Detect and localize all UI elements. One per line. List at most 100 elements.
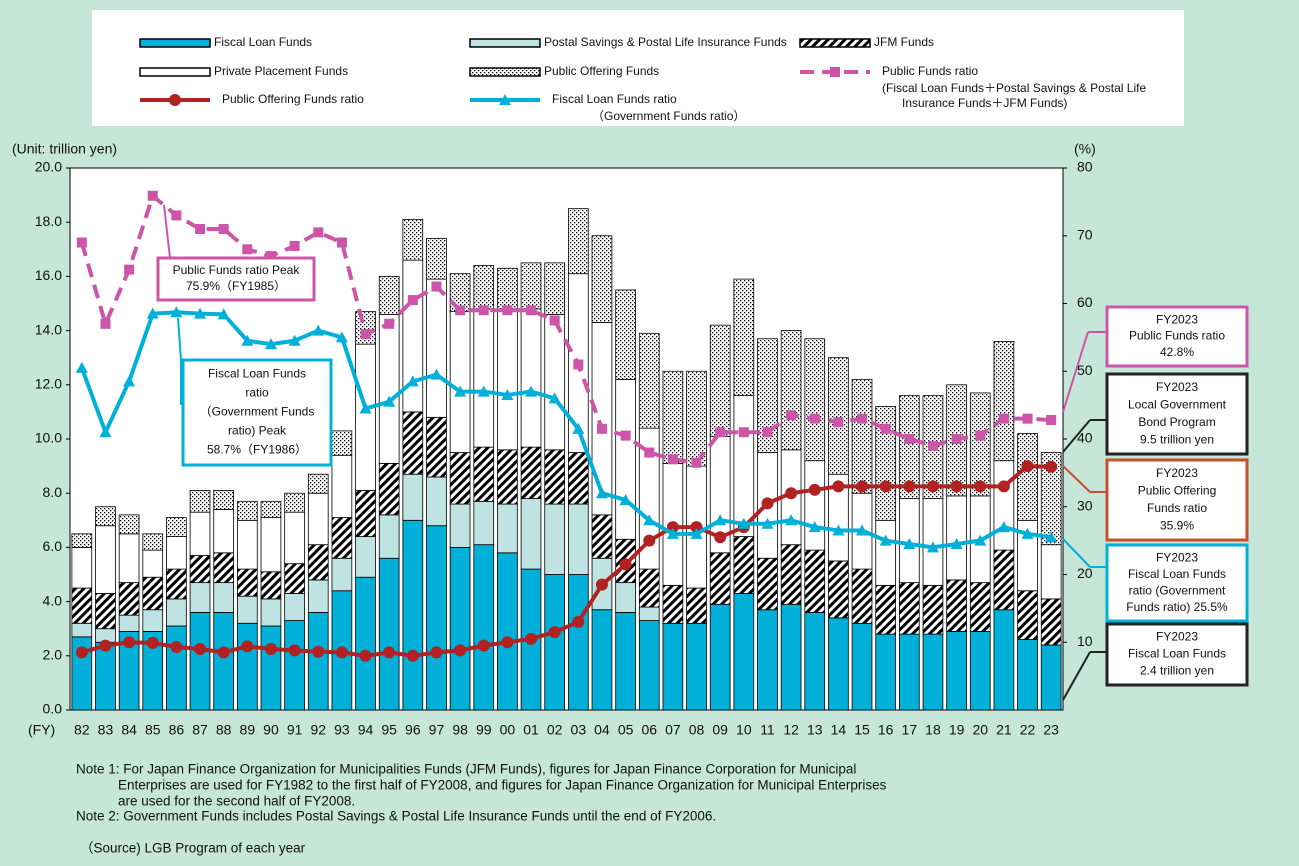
bar-segment [236, 519, 258, 570]
y-tick-label: 0.0 [43, 701, 63, 717]
bar-segment [993, 549, 1015, 611]
bar-segment [828, 617, 849, 711]
bar-segment [260, 500, 282, 518]
x-tick-label: 22 [1020, 722, 1036, 738]
annotation-box [156, 256, 316, 302]
bar-segment [142, 549, 164, 578]
line-marker [691, 457, 702, 468]
line-marker [904, 434, 915, 444]
line-marker [809, 413, 820, 424]
line-marker [99, 426, 112, 438]
bar-segment [1040, 598, 1062, 646]
line-marker [572, 615, 585, 628]
annotation-connector [1062, 465, 1091, 493]
line-marker [194, 307, 207, 319]
bar-segment [591, 235, 613, 323]
x-tick-label: 07 [665, 722, 681, 738]
y2-label: (%) [1074, 141, 1096, 157]
x-tick-label: 17 [902, 722, 918, 738]
y-tick-label: 18.0 [35, 213, 62, 229]
y2-tick-label: 70 [1077, 226, 1093, 242]
y-tick-label: 14.0 [35, 321, 62, 337]
x-tick-label: 10 [736, 722, 752, 738]
line-marker [643, 534, 656, 547]
bar-segment [449, 503, 471, 548]
bar-segment [142, 576, 164, 611]
line-marker [264, 338, 277, 350]
x-tick-label: 97 [429, 722, 445, 738]
line-marker [313, 227, 324, 238]
x-tick-label: 86 [169, 722, 185, 738]
line-marker [289, 240, 300, 251]
line-marker [903, 480, 916, 493]
line-marker [879, 480, 892, 493]
bar-segment [804, 549, 826, 613]
bar-segment [260, 598, 282, 627]
bar-segment [166, 598, 187, 627]
legend-swatch [469, 67, 541, 77]
x-tick-label: 98 [452, 722, 468, 738]
bar-segment [449, 311, 471, 453]
line-marker [407, 295, 418, 306]
x-tick-label: 18 [925, 722, 941, 738]
line-marker [526, 305, 537, 316]
line-marker [738, 427, 749, 438]
line-marker [170, 306, 183, 318]
line-marker [241, 640, 254, 653]
bar-segment [946, 579, 967, 632]
line-marker [903, 538, 916, 550]
bar-segment [402, 411, 424, 475]
line-marker [170, 640, 183, 653]
bar-segment [166, 568, 187, 600]
line-marker [100, 318, 111, 329]
line-marker [454, 644, 467, 657]
annotation-text: Fiscal Loan Funds [1128, 567, 1226, 581]
annotation-text: FY2023 [1156, 312, 1198, 326]
line-marker [123, 375, 136, 387]
bar-segment [355, 343, 376, 491]
line-marker [619, 558, 632, 571]
x-tick-label: 14 [831, 722, 847, 738]
y2-tick-label: 80 [1077, 159, 1093, 175]
line-marker [217, 308, 230, 320]
annotation-text: 35.9% [1160, 518, 1194, 532]
line-marker [856, 480, 869, 493]
bar-segment [993, 460, 1015, 551]
bar-segment [355, 490, 376, 537]
bar-segment [851, 622, 873, 711]
line-marker [288, 334, 301, 346]
bar-segment [426, 476, 447, 527]
bar-segment [591, 322, 613, 516]
bar-segment [284, 563, 305, 594]
bar-segment [260, 625, 282, 711]
y-tick-label: 20.0 [35, 159, 62, 175]
bar-segment [804, 460, 826, 551]
bar-segment [520, 308, 542, 448]
bar-segment [851, 568, 873, 624]
line-marker [761, 517, 774, 529]
bar-segment [497, 552, 518, 711]
bar-segment [378, 462, 400, 516]
bar-segment [378, 313, 400, 464]
line-marker [975, 430, 986, 441]
bar-segment [260, 571, 282, 600]
annotation-text: FY2023 [1156, 630, 1198, 644]
line-marker [761, 497, 774, 510]
line [79, 192, 1052, 465]
annotation-text: Bond Program [1138, 415, 1215, 429]
annotation-box [1105, 305, 1249, 368]
bar-segment [969, 582, 991, 632]
annotation-text: ratio [245, 386, 269, 400]
line-marker [241, 334, 254, 346]
line-marker [265, 251, 276, 262]
bar-segment [236, 622, 258, 711]
bar-segment [898, 633, 920, 711]
line-marker [455, 305, 466, 316]
bar-segment [1017, 433, 1038, 521]
x-tick-label: 85 [145, 722, 161, 738]
x-tick-label: 02 [547, 722, 563, 738]
line-marker [477, 639, 490, 652]
legend-label: Postal Savings & Postal Life Insurance F… [544, 35, 787, 49]
line-marker [146, 307, 159, 319]
bar-segment [686, 622, 707, 711]
